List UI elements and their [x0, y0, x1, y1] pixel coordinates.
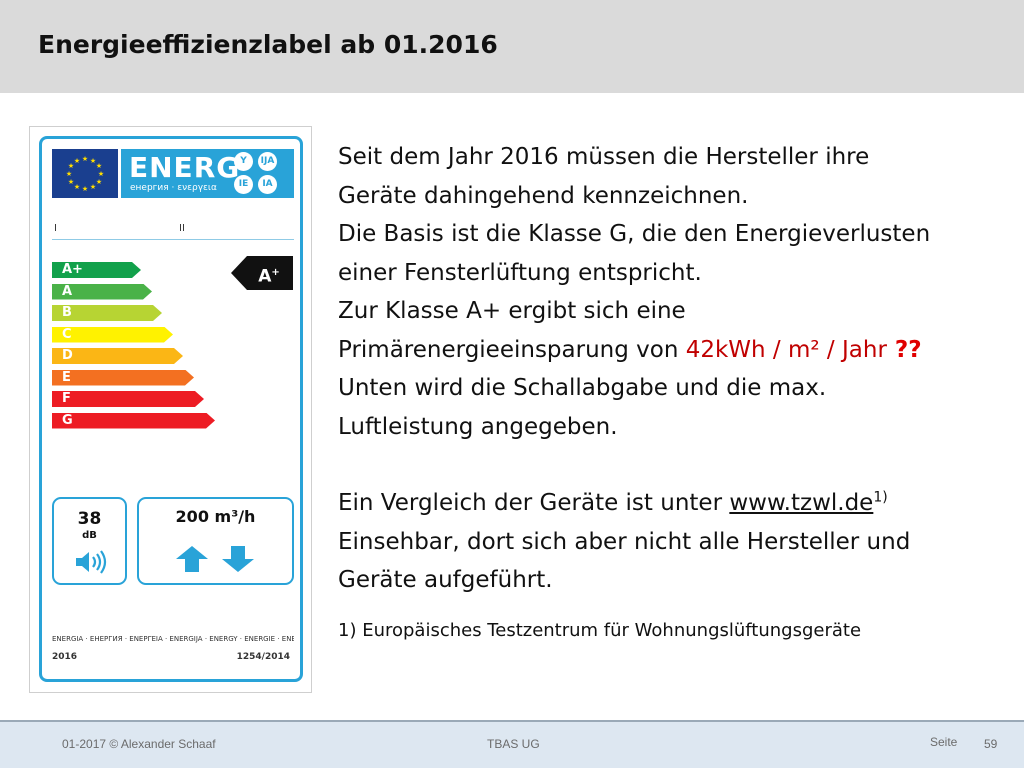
- class-indicator-arrow: A+: [231, 256, 293, 290]
- energ-banner: ENERG енергия · ενεργεια Y IJA IE IA: [121, 149, 294, 198]
- svg-text:★: ★: [74, 157, 80, 165]
- body-line: Primärenergieeinsparung von 42kWh / m² /…: [338, 331, 998, 370]
- sound-unit: dB: [82, 530, 97, 541]
- class-bar-c: C: [52, 327, 173, 343]
- supplier-ii: II: [179, 223, 185, 234]
- class-bar-e: E: [52, 370, 194, 386]
- lang-code-ija: IJA: [258, 152, 277, 171]
- footnote: 1) Europäisches Testzentrum für Wohnungs…: [338, 620, 862, 641]
- class-bar-f: F: [52, 391, 204, 407]
- energy-label-border: ★ ★ ★ ★ ★ ★ ★ ★ ★ ★ ★ ★ ENERG енергия · …: [39, 136, 303, 682]
- efficiency-scale: A+ A B C D E F G: [52, 262, 222, 437]
- label-footer-year: 2016: [52, 652, 78, 662]
- sound-box: 38 dB: [52, 497, 127, 585]
- lang-code-y: Y: [234, 152, 253, 171]
- airflow-value: 200: [175, 507, 209, 526]
- svg-text:★: ★: [68, 162, 74, 170]
- slide-footer: 01-2017 © Alexander Schaaf TBAS UG Seite…: [0, 720, 1024, 768]
- footer-seite-label: Seite: [930, 735, 958, 749]
- airflow-unit: m³/h: [214, 507, 256, 526]
- savings-value: 42kWh / m² / Jahr: [685, 336, 887, 363]
- slide-header: Energieeffizienzlabel ab 01.2016: [0, 0, 1024, 93]
- footer-author: 01-2017 © Alexander Schaaf: [62, 737, 216, 751]
- tzwl-link[interactable]: www.tzwl.de: [729, 490, 874, 516]
- arrow-down-icon: [222, 546, 254, 572]
- supplier-i: I: [54, 223, 57, 234]
- footer-page-number: 59: [984, 737, 998, 751]
- svg-text:★: ★: [66, 170, 72, 178]
- airflow-box: 200 m³/h: [137, 497, 294, 585]
- body-line: Die Basis ist die Klasse G, die den Ener…: [338, 221, 931, 247]
- arrow-up-icon: [176, 546, 208, 572]
- svg-text:★: ★: [96, 178, 102, 186]
- class-bar-g: G: [52, 413, 215, 429]
- class-bar-a: A: [52, 284, 152, 300]
- body-line: Ein Vergleich der Geräte ist unter www.t…: [338, 484, 998, 523]
- class-bar-b: B: [52, 305, 162, 321]
- footer-company: TBAS UG: [487, 737, 540, 751]
- svg-text:★: ★: [82, 155, 88, 163]
- body-text-segment: Ein Vergleich der Geräte ist unter: [338, 490, 730, 516]
- indicator-plus: +: [271, 267, 280, 278]
- class-bar-d: D: [52, 348, 183, 364]
- footnote-ref: 1): [873, 489, 888, 506]
- indicator-letter: A: [258, 266, 272, 287]
- energ-subtitle: енергия · ενεργεια: [130, 183, 217, 193]
- energy-label-image: ★ ★ ★ ★ ★ ★ ★ ★ ★ ★ ★ ★ ENERG енергия · …: [29, 126, 312, 693]
- supplier-row: I II: [52, 223, 294, 240]
- body-line: Seit dem Jahr 2016 müssen die Hersteller…: [338, 144, 870, 170]
- svg-text:★: ★: [96, 162, 102, 170]
- energ-word: ENERG: [129, 151, 241, 184]
- svg-text:★: ★: [98, 170, 104, 178]
- label-footer-regulation: 1254/2014: [236, 652, 290, 662]
- body-line: Zur Klasse A+ ergibt sich eine: [338, 298, 686, 324]
- body-line: Unten wird die Schallabgabe und die max.: [338, 375, 827, 401]
- body-line: Geräte dahingehend kennzeichnen.: [338, 182, 749, 209]
- sound-value: 38: [77, 509, 102, 529]
- airflow-text: 200 m³/h: [139, 507, 292, 526]
- slide-title: Energieeffizienzlabel ab 01.2016: [38, 30, 498, 59]
- svg-text:★: ★: [82, 185, 88, 193]
- svg-text:★: ★: [90, 157, 96, 165]
- speaker-icon: [76, 550, 107, 574]
- body-line: einer Fensterlüftung entspricht.: [338, 259, 702, 286]
- body-line: Luftleistung angegeben.: [338, 413, 618, 440]
- label-footer-languages: ENERGIA · ЕНЕРГИЯ · ΕΝΕΡΓΕΙΑ · ENERGIJA …: [52, 635, 294, 643]
- lang-code-ia: IA: [258, 175, 277, 194]
- question-marks: ??: [886, 336, 922, 363]
- svg-text:★: ★: [68, 178, 74, 186]
- body-line: Einsehbar, dort sich aber nicht alle Her…: [338, 528, 911, 555]
- lang-code-ie: IE: [234, 175, 253, 194]
- class-bar-a-plus: A+: [52, 262, 141, 278]
- svg-text:★: ★: [90, 183, 96, 191]
- body-text: Seit dem Jahr 2016 müssen die Hersteller…: [338, 138, 998, 600]
- eu-flag-icon: ★ ★ ★ ★ ★ ★ ★ ★ ★ ★ ★ ★: [52, 149, 118, 198]
- body-text-segment: Primärenergieeinsparung von: [338, 336, 686, 363]
- svg-text:★: ★: [74, 183, 80, 191]
- body-line: Geräte aufgeführt.: [338, 567, 553, 593]
